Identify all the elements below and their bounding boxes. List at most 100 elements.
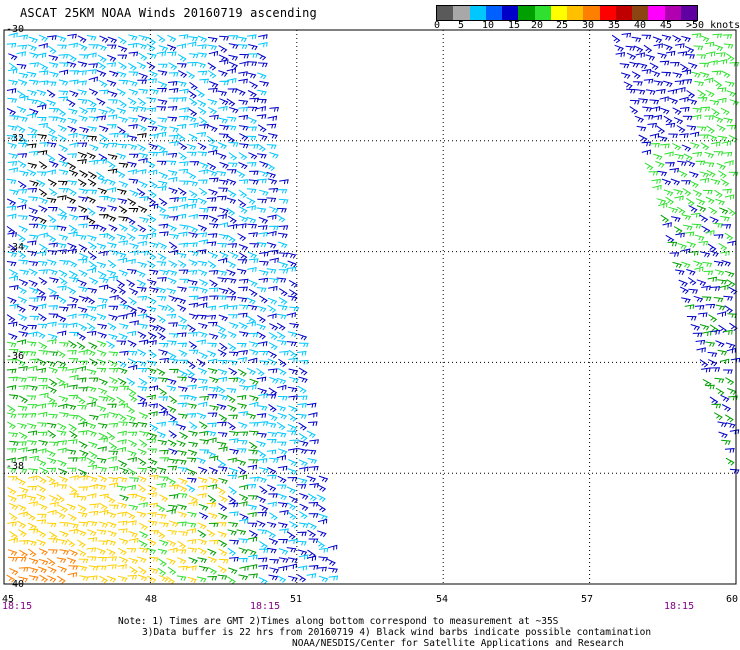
wind-barb [167, 81, 178, 86]
wind-barb [287, 557, 298, 564]
wind-barb [177, 467, 188, 473]
wind-barb [56, 511, 66, 520]
wind-barb [147, 78, 158, 84]
wind-barb [168, 62, 178, 71]
wind-barb [117, 430, 128, 436]
wind-barb [237, 259, 248, 264]
wind-barb [266, 242, 277, 249]
wind-barb [308, 412, 318, 418]
wind-barb [168, 421, 179, 426]
wind-barb [87, 189, 98, 195]
wind-barb [98, 284, 109, 290]
wind-barb [7, 404, 16, 413]
wind-barb [87, 314, 97, 322]
wind-barb [49, 501, 59, 508]
wind-barb [207, 162, 217, 171]
wind-barb [157, 186, 167, 191]
wind-barb [137, 386, 148, 392]
wind-barb [188, 259, 198, 267]
wind-barb [49, 160, 59, 168]
wind-barb [236, 395, 247, 401]
wind-barb [611, 34, 621, 44]
wind-barb [276, 405, 287, 412]
wind-barb [186, 143, 197, 151]
wind-barb [197, 484, 208, 491]
wind-barb [47, 126, 56, 135]
wind-barb [217, 522, 227, 527]
wind-barb [146, 43, 156, 52]
wind-barb [623, 81, 633, 89]
wind-barb [217, 331, 228, 340]
wind-barb [119, 350, 129, 356]
wind-barb [8, 167, 18, 173]
wind-barb [629, 61, 639, 68]
wind-barb [39, 142, 50, 147]
wind-barb [257, 511, 267, 517]
wind-barb [128, 106, 139, 113]
wind-barb [176, 81, 187, 87]
wind-barb [188, 232, 199, 238]
wind-barb [177, 187, 187, 196]
wind-barb [249, 401, 259, 408]
wind-barb [717, 349, 728, 356]
wind-barb [78, 269, 88, 278]
wind-barb [169, 368, 179, 374]
wind-barb [118, 205, 128, 214]
wind-barb [217, 295, 227, 301]
wind-barb [78, 349, 88, 356]
wind-barb [297, 477, 308, 485]
wind-barb [106, 431, 116, 441]
wind-barb [218, 314, 229, 322]
wind-barb [704, 162, 715, 168]
wind-barb [228, 314, 238, 319]
wind-barb [118, 216, 129, 222]
wind-barb [126, 414, 136, 422]
wind-barb [137, 574, 148, 582]
east-swath-barbs [611, 32, 740, 474]
wind-barb [217, 277, 228, 283]
wind-barb [177, 324, 188, 330]
wind-barb [18, 225, 28, 233]
wind-barb [277, 475, 287, 484]
wind-barb [186, 528, 197, 534]
wind-barb [38, 80, 49, 86]
wind-barb [97, 178, 108, 185]
wind-barb [68, 565, 79, 570]
wind-barb [119, 133, 129, 138]
wind-barb [248, 179, 259, 185]
wind-barb [199, 78, 210, 84]
wind-barb [226, 169, 237, 174]
wind-barb [236, 88, 246, 96]
wind-barb [47, 234, 57, 243]
wind-barb [713, 223, 724, 228]
wind-barb [37, 448, 47, 454]
wind-barb [218, 288, 229, 295]
wind-barb [288, 349, 298, 358]
wind-barb [127, 305, 138, 314]
wind-barb [298, 554, 309, 560]
wind-barb [722, 188, 732, 194]
wind-barb [237, 466, 247, 475]
wind-barb [96, 70, 107, 78]
wind-barb [248, 144, 259, 149]
wind-barb [248, 53, 258, 58]
wind-barb [67, 439, 78, 445]
wind-barb [26, 395, 37, 401]
wind-barb [317, 530, 327, 538]
wind-barb [38, 34, 48, 42]
lon-label-57: 57 [581, 594, 594, 605]
wind-barb [659, 60, 670, 66]
wind-barb [238, 106, 248, 112]
wind-barb [38, 122, 49, 128]
wind-barb [218, 304, 229, 310]
wind-barb [7, 296, 17, 305]
wind-barb [77, 80, 87, 86]
wind-barb [728, 286, 738, 295]
wind-barb [663, 115, 673, 124]
wind-barb [247, 384, 257, 390]
wind-barb [96, 547, 107, 555]
wind-barb [28, 501, 38, 507]
wind-barb [216, 324, 226, 333]
wind-barb [247, 126, 257, 132]
wind-barb [166, 477, 177, 486]
